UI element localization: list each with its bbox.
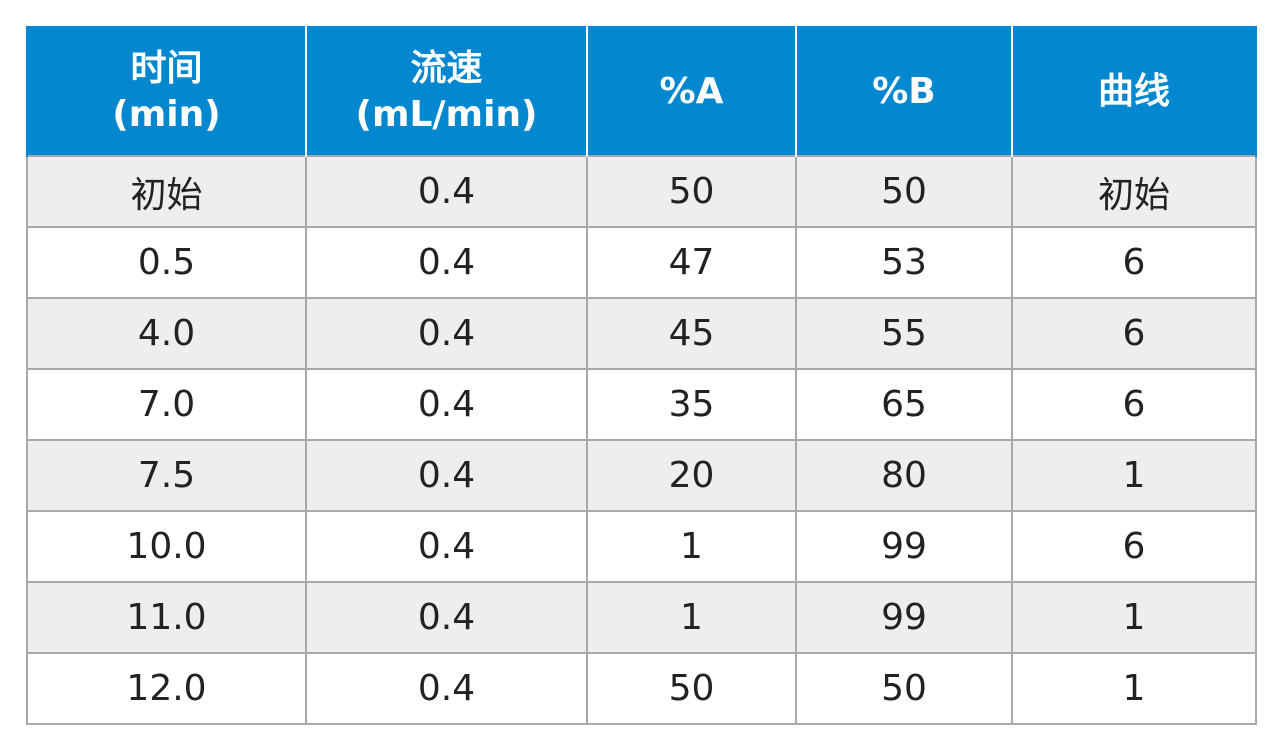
cell-curve: 初始 [1011,155,1257,228]
cell-flow-rate: 0.4 [305,439,588,512]
table-row: 7.0 0.4 35 65 6 [26,368,1257,441]
cell-percent-b: 65 [795,368,1013,441]
cell-percent-a: 35 [586,368,797,441]
header-curve-label: 曲线 [1097,70,1170,112]
header-row: 时间 (min) 流速 (mL/min) %A %B 曲线 [26,26,1257,156]
cell-time: 0.5 [26,226,307,299]
header-time-label: 时间 [130,47,203,89]
header-percent-b-label: %B [872,70,936,112]
cell-percent-b: 50 [795,155,1013,228]
cell-curve: 1 [1011,581,1257,654]
header-flow-rate-unit: (mL/min) [355,93,538,135]
cell-curve: 6 [1011,368,1257,441]
table-row: 10.0 0.4 1 99 6 [26,510,1257,583]
cell-time: 12.0 [26,652,307,725]
gradient-table: 时间 (min) 流速 (mL/min) %A %B 曲线 [26,26,1257,725]
cell-flow-rate: 0.4 [305,155,588,228]
header-time-unit: (min) [112,93,221,135]
cell-curve: 1 [1011,439,1257,512]
header-percent-a-label: %A [659,70,724,112]
cell-time: 10.0 [26,510,307,583]
cell-percent-b: 53 [795,226,1013,299]
header-curve: 曲线 [1011,26,1257,156]
header-flow-rate: 流速 (mL/min) [305,26,588,156]
table-row: 11.0 0.4 1 99 1 [26,581,1257,654]
cell-flow-rate: 0.4 [305,652,588,725]
cell-time: 11.0 [26,581,307,654]
cell-curve: 1 [1011,652,1257,725]
table-row: 7.5 0.4 20 80 1 [26,439,1257,512]
cell-curve: 6 [1011,510,1257,583]
table-row: 12.0 0.4 50 50 1 [26,652,1257,725]
cell-time: 7.5 [26,439,307,512]
cell-time: 初始 [26,155,307,228]
cell-percent-a: 45 [586,297,797,370]
cell-percent-a: 50 [586,155,797,228]
cell-percent-a: 47 [586,226,797,299]
table-header: 时间 (min) 流速 (mL/min) %A %B 曲线 [26,26,1257,156]
header-percent-a: %A [586,26,797,156]
table-row: 4.0 0.4 45 55 6 [26,297,1257,370]
cell-flow-rate: 0.4 [305,297,588,370]
header-flow-rate-label: 流速 [410,47,483,89]
cell-time: 4.0 [26,297,307,370]
table-row: 初始 0.4 50 50 初始 [26,155,1257,228]
cell-time: 7.0 [26,368,307,441]
cell-percent-a: 20 [586,439,797,512]
cell-curve: 6 [1011,226,1257,299]
cell-flow-rate: 0.4 [305,510,588,583]
table-body: 初始 0.4 50 50 初始 0.5 0.4 47 53 6 4.0 0.4 … [26,155,1257,725]
cell-percent-b: 55 [795,297,1013,370]
cell-percent-a: 1 [586,581,797,654]
cell-flow-rate: 0.4 [305,368,588,441]
header-time: 时间 (min) [26,26,307,156]
cell-percent-a: 1 [586,510,797,583]
cell-percent-b: 99 [795,510,1013,583]
cell-percent-b: 99 [795,581,1013,654]
cell-flow-rate: 0.4 [305,226,588,299]
table-row: 0.5 0.4 47 53 6 [26,226,1257,299]
cell-percent-b: 80 [795,439,1013,512]
cell-percent-b: 50 [795,652,1013,725]
cell-flow-rate: 0.4 [305,581,588,654]
header-percent-b: %B [795,26,1013,156]
gradient-table-container: 时间 (min) 流速 (mL/min) %A %B 曲线 [26,26,1257,725]
cell-percent-a: 50 [586,652,797,725]
cell-curve: 6 [1011,297,1257,370]
